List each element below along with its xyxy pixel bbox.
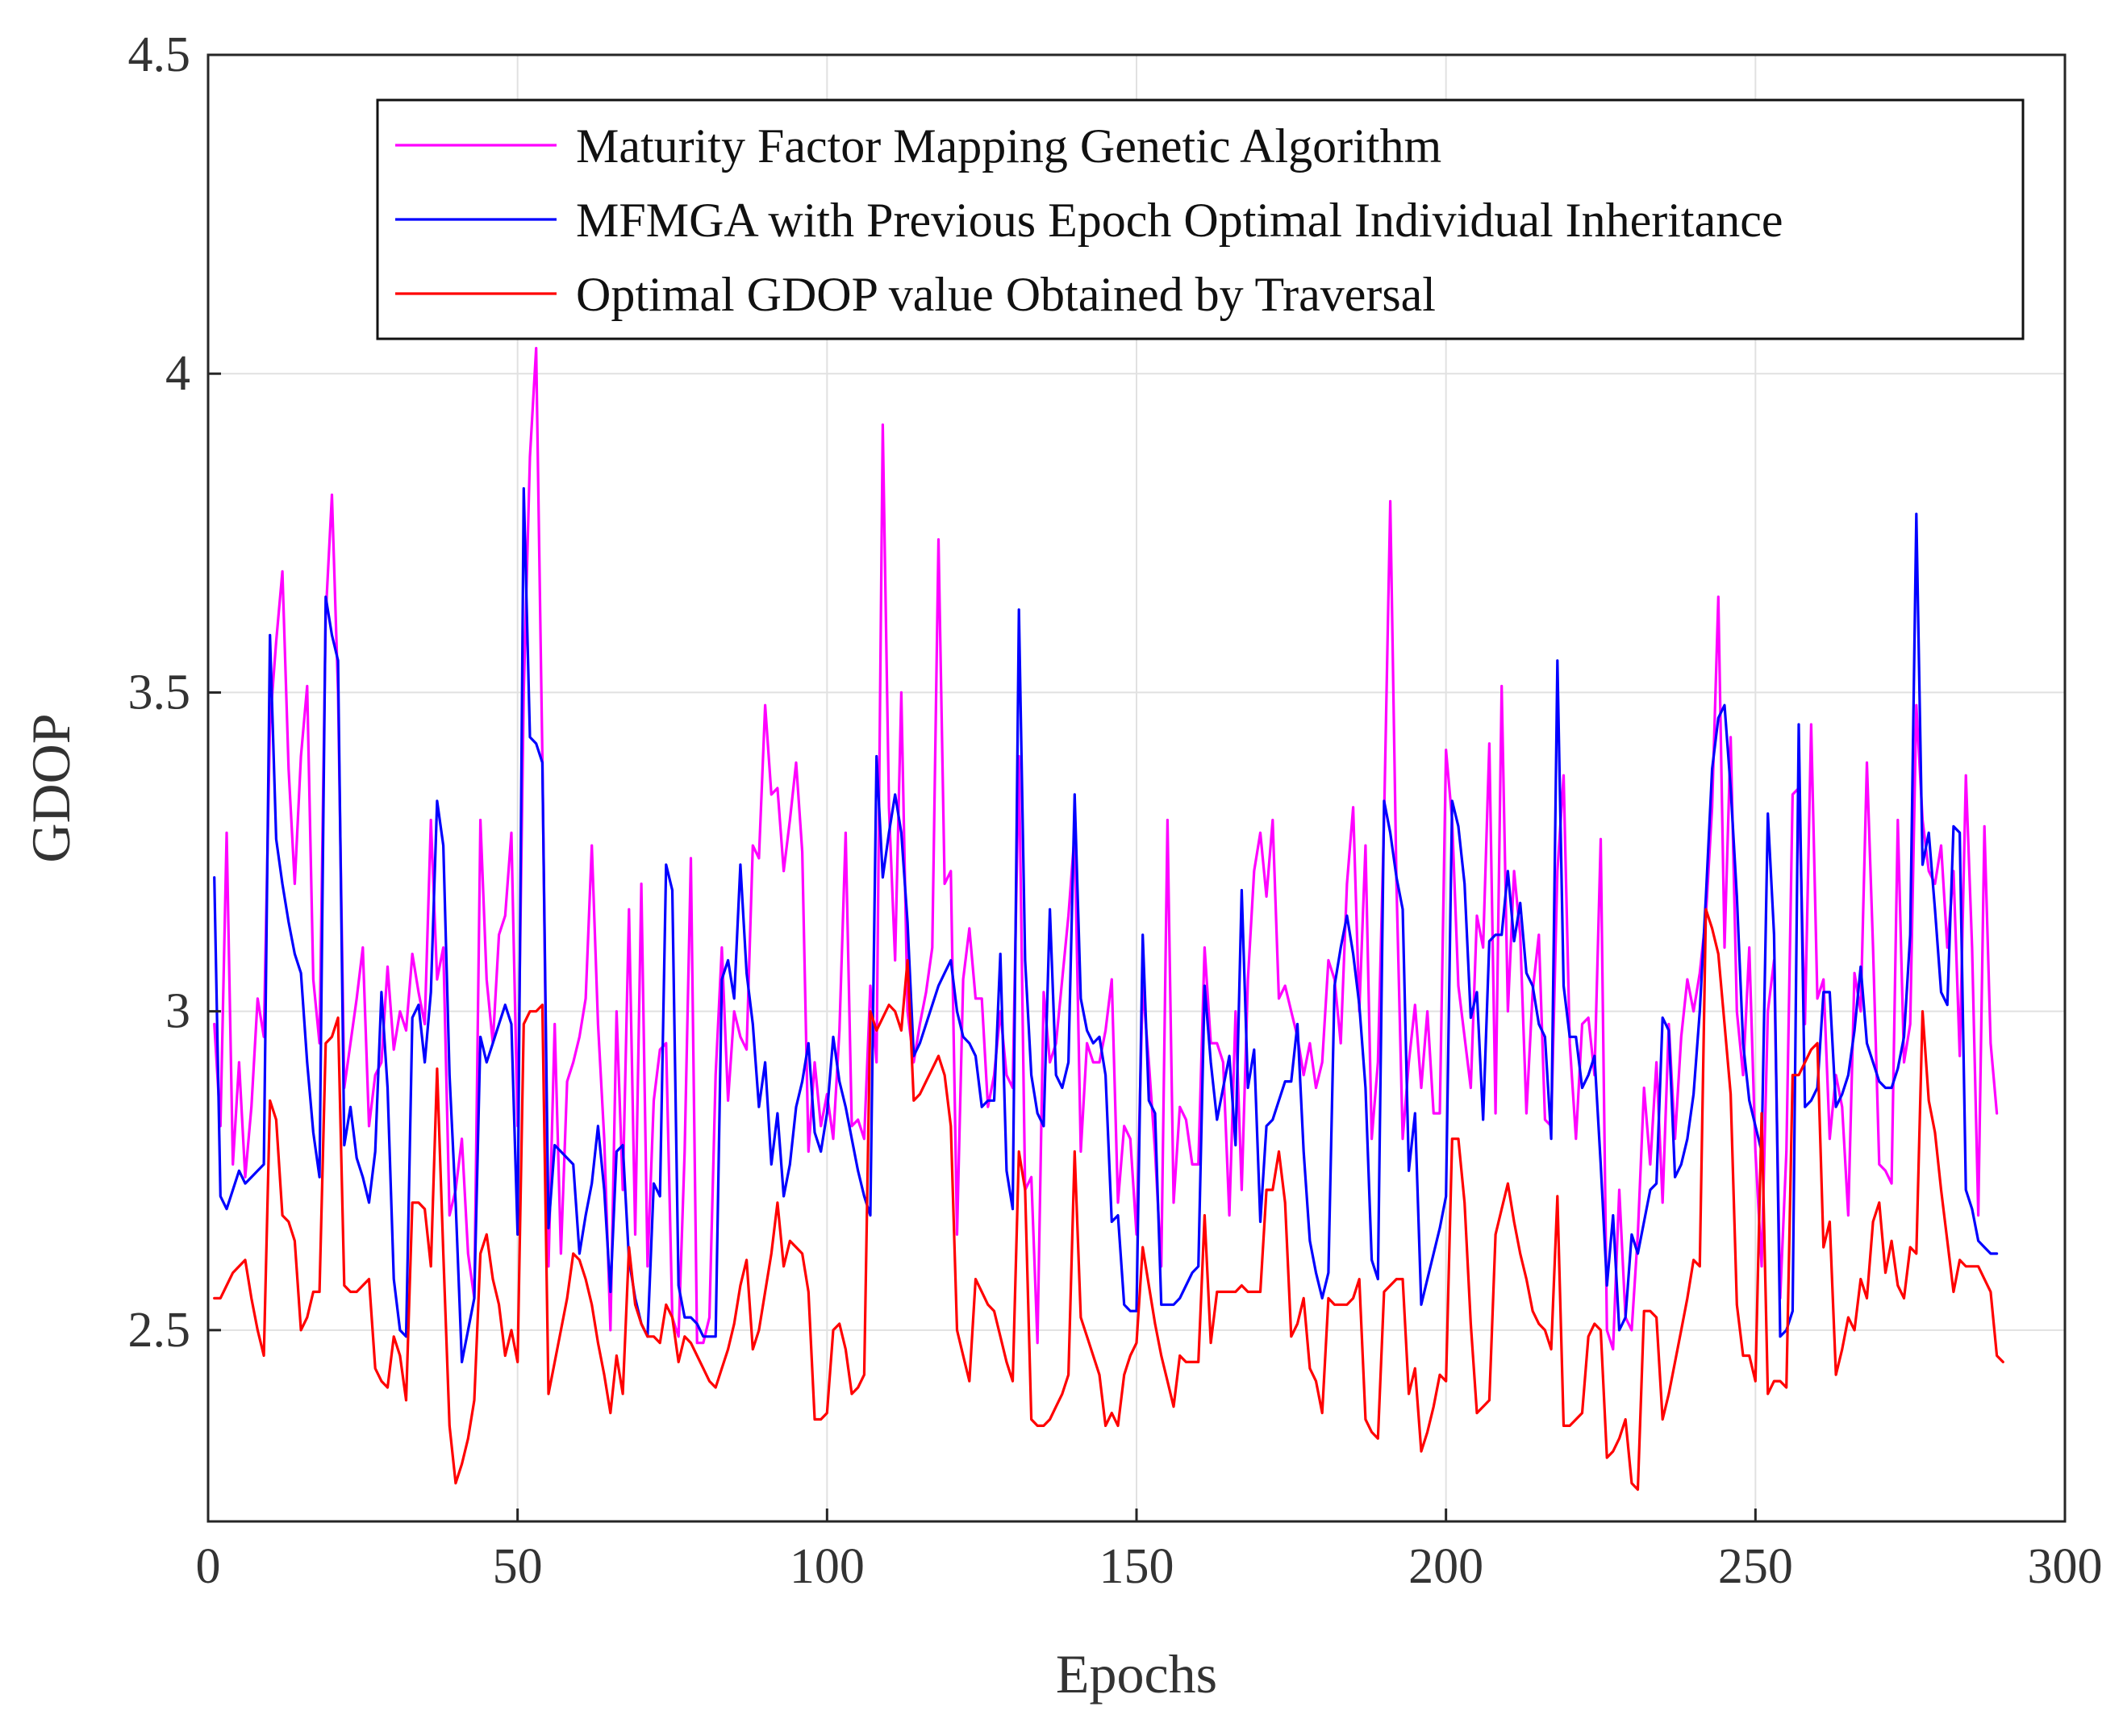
legend: Maturity Factor Mapping Genetic Algorith… <box>376 98 2025 340</box>
y-tick-label: 3 <box>165 984 190 1039</box>
y-tick-label: 2.5 <box>128 1303 191 1358</box>
x-tick-label: 300 <box>2028 1539 2103 1594</box>
x-tick-label: 100 <box>790 1539 865 1594</box>
y-axis-title: GDOP <box>20 713 81 862</box>
x-axis-title: Epochs <box>1056 1643 1217 1705</box>
x-tick-label: 150 <box>1099 1539 1174 1594</box>
series-line-1 <box>213 347 1999 1351</box>
legend-label-3: Optimal GDOP value Obtained by Traversal <box>576 268 1436 321</box>
series-line-2 <box>213 486 1999 1364</box>
x-tick-label: 50 <box>493 1539 543 1594</box>
x-tick-label: 250 <box>1718 1539 1793 1594</box>
y-tick-label: 3.5 <box>128 665 191 720</box>
x-tick-label: 0 <box>196 1539 221 1594</box>
y-tick-label: 4.5 <box>128 27 191 82</box>
legend-box <box>376 98 2025 340</box>
series-layer <box>213 347 2004 1492</box>
x-tick-label: 200 <box>1408 1539 1483 1594</box>
legend-label-1: Maturity Factor Mapping Genetic Algorith… <box>576 119 1441 173</box>
series-line-3 <box>213 908 2004 1492</box>
legend-label-2: MFMGA with Previous Epoch Optimal Indivi… <box>576 194 1783 247</box>
axes: 0 50 100 150 200 250 300 2.5 3 3.5 4 4.5 <box>128 27 2103 1594</box>
y-tick-label: 4 <box>165 346 190 401</box>
